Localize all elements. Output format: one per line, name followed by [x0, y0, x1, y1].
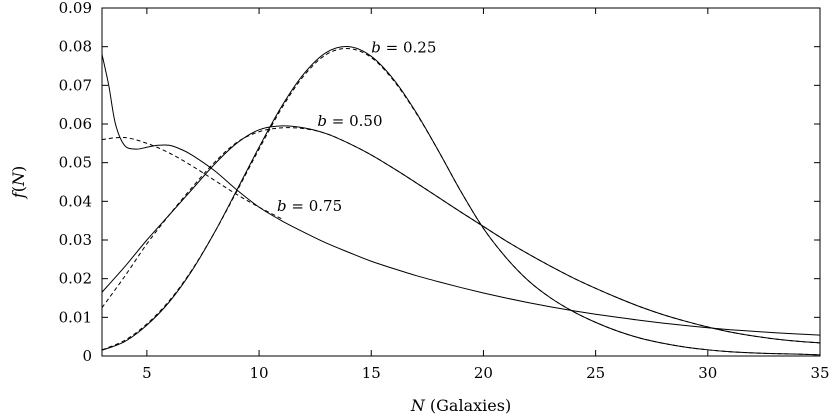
x-tick-label: 15 [362, 364, 381, 382]
y-tick-label: 0.08 [59, 38, 92, 56]
x-tick-label: 30 [698, 364, 717, 382]
y-tick-label: 0.02 [59, 270, 92, 288]
series-line-2-solid [101, 125, 821, 344]
curve-annotation: b = 0.75 [277, 197, 342, 215]
x-tick-label: 10 [250, 364, 269, 382]
x-axis-label: N (Galaxies) [410, 396, 511, 414]
y-tick-label: 0.07 [59, 76, 92, 94]
x-tick-label: 25 [586, 364, 605, 382]
y-tick-label: 0.09 [59, 0, 92, 17]
x-tick-label: 5 [142, 364, 152, 382]
curve-annotation: b = 0.25 [371, 38, 436, 56]
series-line-1-dashed [101, 48, 821, 356]
y-axis-label: f(N) [9, 166, 28, 199]
series-line-3-dashed [101, 127, 821, 344]
y-tick-label: 0.01 [59, 308, 92, 326]
y-tick-label: 0 [82, 347, 92, 365]
ticks: 5 10 15 20 25 30 35 0 0.01 0.02 0.03 0.04 0.05 0.06 0.… [59, 0, 830, 382]
series-group [101, 46, 821, 356]
y-tick-label: 0.03 [59, 231, 92, 249]
series-line-4-solid [101, 54, 821, 336]
series-line-0-solid [101, 46, 821, 356]
plot-frame [101, 7, 821, 357]
x-tick-label: 35 [810, 364, 829, 382]
curve-annotation: b = 0.50 [317, 112, 382, 130]
y-tick-label: 0.06 [59, 115, 92, 133]
x-tick-label: 20 [474, 364, 493, 382]
annotations: b = 0.25 b = 0.50 b = 0.75 [277, 38, 436, 215]
series-line-5-dashed [101, 136, 282, 220]
y-tick-label: 0.05 [59, 154, 92, 172]
y-tick-label: 0.04 [59, 192, 92, 210]
